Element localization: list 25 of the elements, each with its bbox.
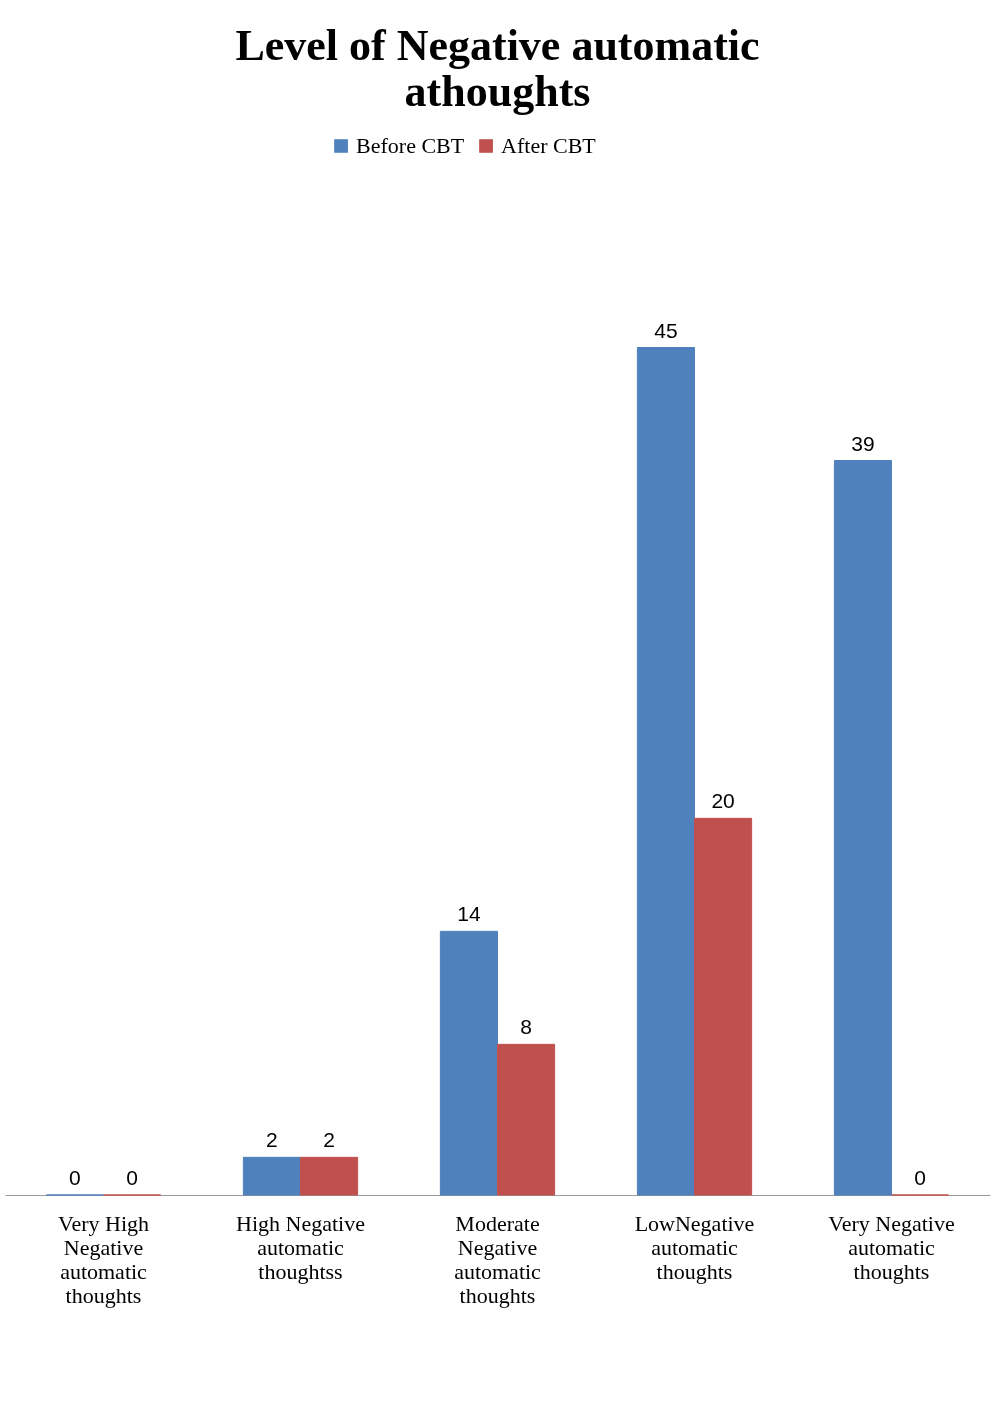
bar (636, 347, 695, 1196)
data-label: 0 (126, 1166, 138, 1189)
data-label: 0 (69, 1166, 81, 1189)
bar (694, 817, 753, 1196)
x-tick-label: LowNegative automatic thoughts (634, 1210, 755, 1284)
data-label: 20 (711, 789, 735, 813)
data-label: 14 (457, 902, 481, 926)
bar (497, 1043, 556, 1196)
x-tick-label: Very Negative automatic thoughts (828, 1210, 955, 1284)
legend-label: Before CBT (356, 133, 465, 158)
x-tick-label: Very High Negative automatic thoughts (57, 1210, 150, 1308)
bar (439, 930, 498, 1196)
legend-label: After CBT (501, 133, 597, 158)
x-tick-label: Moderate Negative automatic thoughts (454, 1210, 542, 1308)
bar (242, 1156, 301, 1196)
data-label: 45 (654, 318, 678, 342)
bar (833, 460, 892, 1196)
x-tick-label: High Negative automatic thoughtss (236, 1210, 365, 1284)
data-label: 0 (914, 1166, 926, 1189)
chart-title: Level of Negative automatic athoughts (235, 21, 760, 116)
data-label: 8 (520, 1015, 532, 1039)
data-label: 2 (323, 1128, 335, 1152)
bar (300, 1156, 359, 1196)
data-label: 2 (266, 1128, 278, 1152)
data-label: 39 (851, 431, 875, 455)
